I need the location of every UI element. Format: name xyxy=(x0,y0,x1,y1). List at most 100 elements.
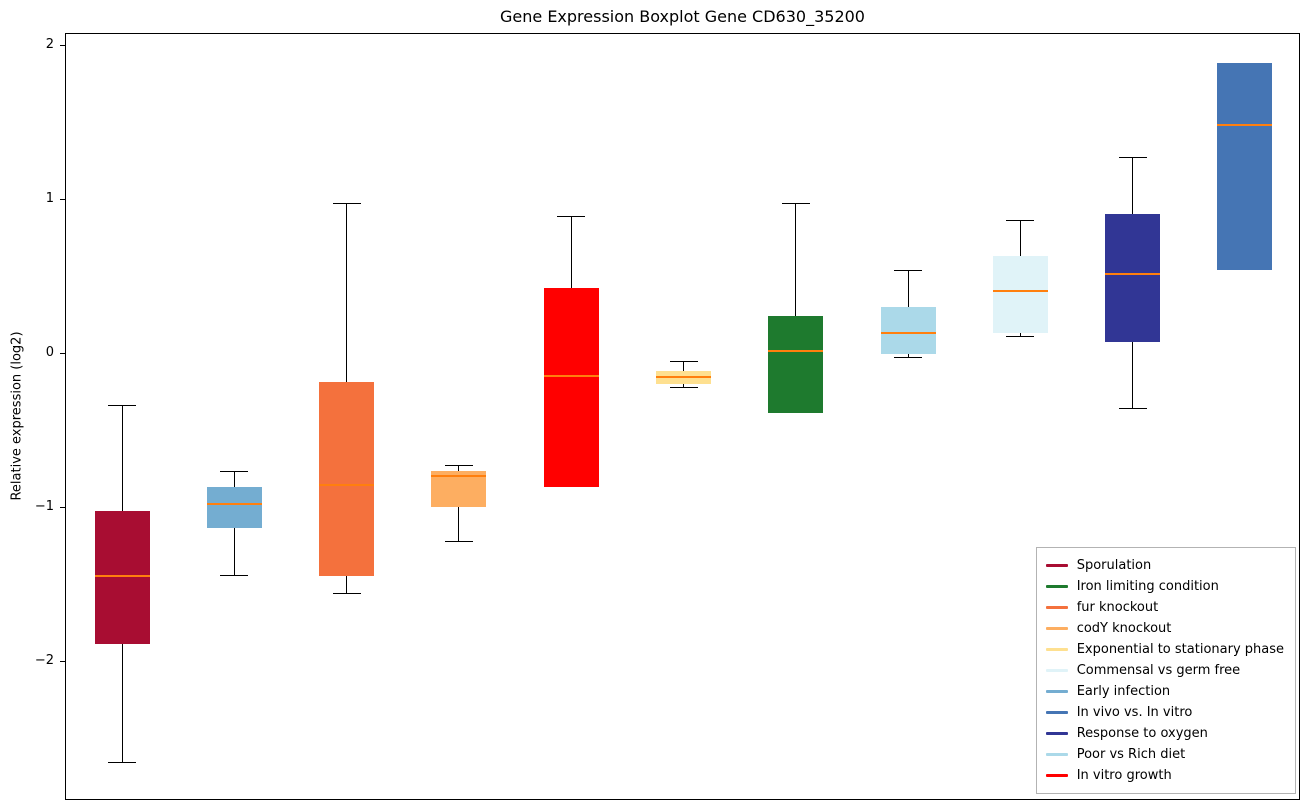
whisker-line xyxy=(683,360,684,372)
median-line xyxy=(992,290,1048,293)
box-poor-vs-rich-diet xyxy=(880,306,936,355)
y-tick-label: 1 xyxy=(45,191,54,207)
legend-item: codY knockout xyxy=(1045,618,1284,639)
whisker-cap xyxy=(669,360,698,362)
whisker-cap xyxy=(332,593,361,595)
whisker-line xyxy=(346,203,348,383)
legend-item: Iron limiting condition xyxy=(1045,576,1284,597)
legend-item-label: In vitro growth xyxy=(1076,768,1172,783)
y-tick-label: 2 xyxy=(45,37,54,53)
legend-swatch xyxy=(1045,690,1068,693)
whisker-cap xyxy=(781,203,810,205)
whisker-cap xyxy=(557,215,586,217)
whisker-cap xyxy=(1118,157,1147,159)
median-line xyxy=(1217,123,1273,126)
whisker-cap xyxy=(1006,220,1035,222)
median-line xyxy=(206,502,262,505)
legend-item-label: In vivo vs. In vitro xyxy=(1076,705,1193,720)
whisker-line xyxy=(233,528,235,575)
whisker-cap xyxy=(1006,335,1035,337)
legend-swatch xyxy=(1045,732,1068,735)
legend-item: Early infection xyxy=(1045,681,1284,702)
whisker-line xyxy=(121,643,123,763)
median-line xyxy=(1105,273,1161,276)
legend-item-label: Commensal vs germ free xyxy=(1076,663,1241,678)
box-early-infection xyxy=(206,486,262,529)
whisker-line xyxy=(458,506,460,541)
box-in-vivo-vs-in-vitro xyxy=(1217,63,1273,270)
box-sporulation xyxy=(94,511,150,644)
box-iron-limiting-condition xyxy=(768,315,824,413)
legend-item: Exponential to stationary phase xyxy=(1045,639,1284,660)
legend-item-label: codY knockout xyxy=(1076,621,1172,636)
whisker-line xyxy=(346,576,348,594)
chart-title: Gene Expression Boxplot Gene CD630_35200 xyxy=(500,7,865,26)
whisker-line xyxy=(1132,342,1134,409)
whisker-line xyxy=(683,383,684,387)
legend-item-label: Response to oxygen xyxy=(1076,726,1208,741)
legend-swatch xyxy=(1045,711,1068,714)
legend-item-label: Sporulation xyxy=(1076,558,1152,573)
legend-item: fur knockout xyxy=(1045,597,1284,618)
whisker-line xyxy=(795,203,797,316)
legend-item-label: Poor vs Rich diet xyxy=(1076,747,1186,762)
legend-swatch xyxy=(1045,627,1068,630)
legend-item: In vivo vs. In vitro xyxy=(1045,702,1284,723)
box-response-to-oxygen xyxy=(1105,214,1161,343)
box-fur-knockout xyxy=(319,382,375,577)
legend-swatch xyxy=(1045,648,1068,651)
median-line xyxy=(656,376,711,379)
whisker-line xyxy=(1019,220,1021,256)
legend-swatch xyxy=(1045,585,1068,588)
whisker-line xyxy=(458,465,460,472)
whisker-line xyxy=(907,269,909,307)
whisker-cap xyxy=(444,465,473,467)
y-tick-mark xyxy=(60,199,65,201)
whisker-cap xyxy=(220,574,249,576)
median-line xyxy=(543,374,599,377)
box-commensal-vs-germ-free xyxy=(992,255,1048,333)
legend-swatch xyxy=(1045,606,1068,609)
legend-item: Response to oxygen xyxy=(1045,723,1284,744)
whisker-cap xyxy=(108,405,137,407)
whisker-line xyxy=(907,354,909,358)
y-tick-mark xyxy=(60,45,65,47)
legend-item-label: fur knockout xyxy=(1076,600,1159,615)
legend-swatch xyxy=(1045,774,1068,777)
whisker-cap xyxy=(108,762,137,764)
whisker-line xyxy=(570,215,572,289)
whisker-line xyxy=(121,405,123,512)
median-line xyxy=(768,350,824,353)
whisker-line xyxy=(1132,157,1134,215)
y-tick-mark xyxy=(60,661,65,663)
legend-item: Sporulation xyxy=(1045,555,1284,576)
y-tick-label: −1 xyxy=(34,499,54,515)
legend-swatch xyxy=(1045,564,1068,567)
y-tick-label: −2 xyxy=(34,653,54,669)
legend-swatch xyxy=(1045,753,1068,756)
whisker-cap xyxy=(220,471,249,473)
whisker-cap xyxy=(669,386,698,388)
legend-item: In vitro growth xyxy=(1045,765,1284,786)
legend-item-label: Iron limiting condition xyxy=(1076,579,1219,594)
y-tick-mark xyxy=(60,353,65,355)
legend: Sporulation Iron limiting condition fur kn… xyxy=(1035,547,1296,794)
legend-item-label: Exponential to stationary phase xyxy=(1076,642,1284,657)
legend-swatch xyxy=(1045,669,1068,672)
whisker-line xyxy=(233,471,235,487)
whisker-cap xyxy=(894,357,923,359)
whisker-cap xyxy=(332,203,361,205)
whisker-cap xyxy=(894,269,923,271)
legend-item: Poor vs Rich diet xyxy=(1045,744,1284,765)
whisker-cap xyxy=(444,540,473,542)
box-in-vitro-growth xyxy=(543,288,599,487)
median-line xyxy=(319,484,375,487)
median-line xyxy=(94,575,150,578)
legend-item-label: Early infection xyxy=(1076,684,1171,699)
legend-item: Commensal vs germ free xyxy=(1045,660,1284,681)
y-tick-mark xyxy=(60,507,65,509)
median-line xyxy=(431,475,487,478)
box-cody-knockout xyxy=(431,471,487,507)
whisker-line xyxy=(1019,332,1021,336)
